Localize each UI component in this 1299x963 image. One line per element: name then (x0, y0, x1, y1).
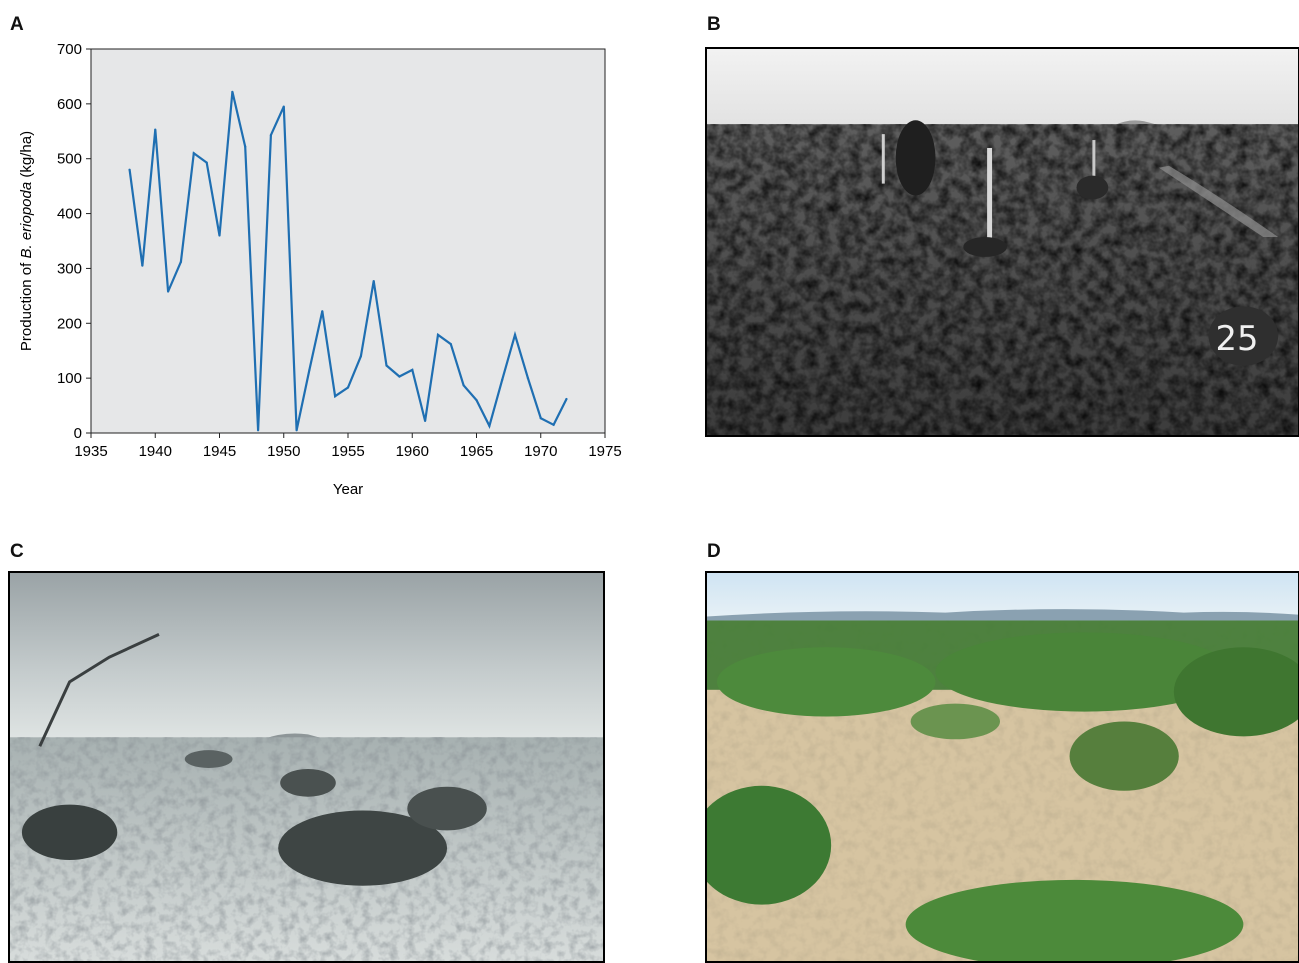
plot-number: 25 (1216, 319, 1259, 358)
x-tick-label: 1950 (267, 443, 300, 460)
data-point (449, 343, 452, 346)
y-axis-label-unit: (kg/ha) (18, 131, 35, 182)
data-point (282, 105, 285, 108)
y-tick-label: 0 (74, 425, 82, 442)
photo-b-historical-grassland: 25 (705, 47, 1299, 437)
photo-d-recent-shrubland (705, 571, 1299, 963)
data-point (462, 384, 465, 387)
data-point (526, 377, 530, 380)
data-point (308, 368, 311, 372)
data-point (346, 386, 350, 389)
y-tick-label: 300 (57, 260, 82, 277)
data-point (501, 378, 504, 381)
data-point (295, 429, 298, 432)
data-point (475, 398, 478, 402)
data-point (269, 134, 272, 137)
y-axis: 0 100 200 300 400 500 600 700 (57, 41, 91, 442)
panel-label-b: B (707, 14, 721, 35)
data-point (256, 429, 260, 432)
data-point (372, 279, 375, 283)
x-tick-label: 1940 (139, 443, 172, 460)
data-point (513, 333, 517, 336)
x-tick-label: 1965 (460, 443, 493, 460)
data-point (552, 423, 555, 426)
data-point (231, 90, 234, 93)
photo-c-historical-shrubland (8, 571, 605, 963)
data-point (154, 128, 157, 131)
data-point (167, 290, 170, 293)
data-point (411, 368, 414, 372)
y-tick-label: 500 (57, 151, 82, 168)
plot-area (90, 48, 606, 434)
x-tick-label: 1960 (396, 443, 429, 460)
y-tick-label: 200 (57, 315, 82, 332)
data-point (488, 424, 491, 427)
data-point (436, 333, 440, 336)
data-point (141, 264, 144, 267)
data-point (128, 168, 131, 171)
panel-label-a: A (10, 14, 24, 35)
x-axis-label: Year (333, 481, 363, 498)
y-tick-label: 700 (57, 41, 82, 58)
x-tick-label: 1935 (74, 443, 107, 460)
y-tick-label: 400 (57, 206, 82, 223)
data-point (359, 355, 362, 358)
y-axis-label: Production of B. eriopoda (kg/ha) (18, 131, 35, 351)
data-point (321, 310, 324, 313)
y-axis-label-prefix: Production of (18, 259, 35, 352)
data-point (565, 397, 568, 401)
data-point (192, 152, 195, 155)
x-tick-label: 1970 (524, 443, 557, 460)
data-point (218, 234, 221, 237)
data-point (398, 375, 401, 378)
data-point (424, 419, 427, 423)
series-points (128, 90, 568, 432)
panel-label-d: D (707, 541, 721, 562)
data-point (205, 161, 208, 164)
data-point (244, 145, 247, 148)
y-tick-label: 100 (57, 370, 82, 387)
y-tick-label: 600 (57, 96, 82, 113)
data-point (539, 417, 542, 420)
x-tick-label: 1975 (588, 443, 621, 460)
data-point (334, 395, 337, 398)
x-axis: 1935 1940 1945 1950 1955 1960 1965 1970 1975 (74, 433, 622, 460)
x-tick-label: 1955 (331, 443, 364, 460)
data-point (179, 260, 183, 263)
y-axis-label-species: B. eriopoda (18, 182, 35, 259)
data-point (385, 364, 388, 367)
x-tick-label: 1945 (203, 443, 236, 460)
panel-label-c: C (10, 541, 24, 562)
